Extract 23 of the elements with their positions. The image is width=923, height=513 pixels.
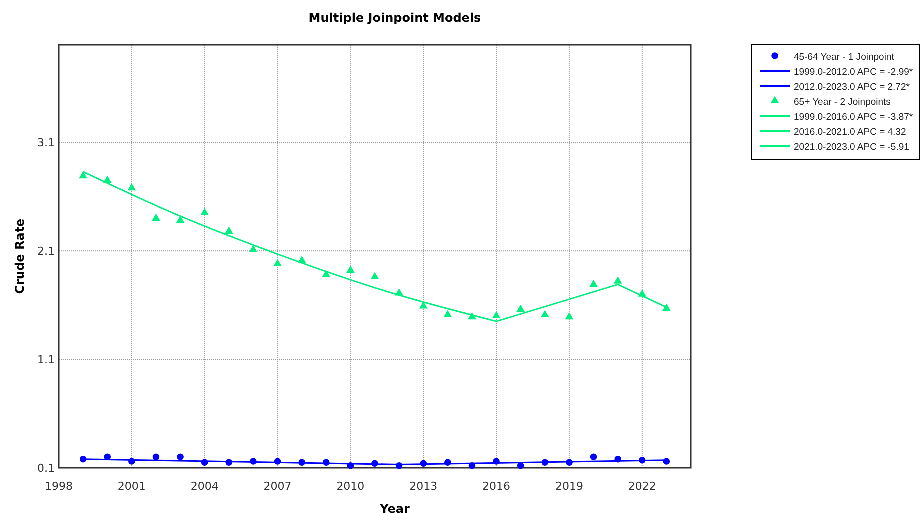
x-tick-label: 2004 — [190, 480, 219, 493]
x-tick-label: 2019 — [555, 480, 584, 493]
x-tick-label: 2013 — [410, 480, 438, 493]
x-tick-label: 2016 — [482, 480, 511, 493]
legend-label: 65+ Year - 2 Joinpoints — [794, 97, 892, 108]
x-tick-label: 2010 — [336, 480, 365, 493]
x-axis-title: Year — [379, 502, 410, 513]
y-tick-label: 2.1 — [38, 245, 55, 258]
chart-title: Multiple Joinpoint Models — [308, 11, 482, 25]
legend-label: 2021.0-2023.0 APC = -5.91 — [794, 142, 910, 153]
x-tick-label: 1998 — [45, 480, 73, 493]
x-tick-label: 2001 — [118, 480, 146, 493]
legend-label: 2012.0-2023.0 APC = 2.72* — [794, 82, 910, 93]
legend-label: 1999.0-2012.0 APC = -2.99* — [794, 67, 914, 78]
y-tick-label: 3.1 — [38, 136, 55, 150]
y-axis-title: Crude Rate — [13, 218, 27, 294]
y-tick-label: 0.1 — [38, 462, 55, 475]
y-tick-label: 1.1 — [38, 354, 55, 367]
legend-label: 45-64 Year - 1 Joinpoint — [794, 52, 895, 63]
x-tick-label: 2022 — [628, 480, 656, 493]
legend-label: 2016.0-2021.0 APC = 4.32 — [794, 127, 906, 138]
legend-label: 1999.0-2016.0 APC = -3.87* — [794, 112, 914, 123]
x-tick-label: 2007 — [264, 480, 292, 493]
